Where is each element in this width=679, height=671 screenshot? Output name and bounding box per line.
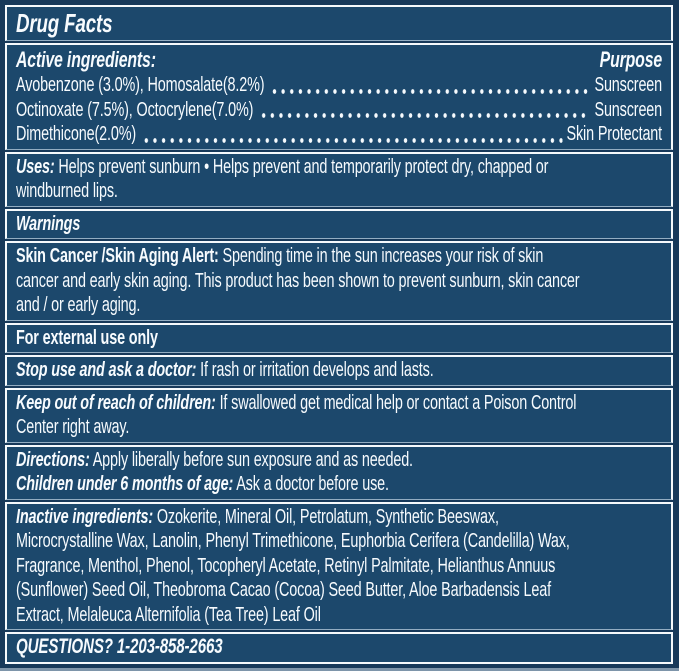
warnings-heading: Warnings bbox=[16, 212, 81, 235]
skin-cancer-alert-section: Skin Cancer /Skin Aging Alert: Spending … bbox=[5, 241, 673, 321]
stop-use-paragraph: Stop use and ask a doctor: If rash or ir… bbox=[16, 358, 662, 383]
active-ingredients-heading: Active ingredients: bbox=[16, 47, 156, 72]
skin-cancer-alert-paragraph: Skin Cancer /Skin Aging Alert: Spending … bbox=[16, 244, 662, 318]
external-use-section: For external use only bbox=[5, 322, 673, 353]
ingredient-row: Dimethicone(2.0%) Skin Protectant bbox=[16, 122, 662, 147]
ingredient-purpose: Skin Protectant bbox=[566, 123, 663, 145]
ingredient-purpose: Sunscreen bbox=[594, 74, 663, 96]
ingredient-name: Dimethicone(2.0%) bbox=[16, 123, 137, 145]
children-label: Children under 6 months of age: bbox=[16, 473, 234, 495]
dot-leader bbox=[268, 82, 591, 95]
inactive-ingredients-label: Inactive ingredients: bbox=[16, 505, 154, 528]
active-ingredients-section: Active ingredients: Purpose Avobenzone (… bbox=[5, 43, 673, 150]
ingredient-row: Octinoxate (7.5%), Octocrylene(7.0%) Sun… bbox=[16, 98, 662, 123]
stop-use-section: Stop use and ask a doctor: If rash or ir… bbox=[5, 355, 673, 386]
questions-text: QUESTIONS? 1-203-858-2663 bbox=[16, 635, 223, 658]
skin-cancer-alert-text: Spending time in the sun increases your … bbox=[16, 245, 580, 316]
dot-leader bbox=[257, 107, 591, 119]
drug-facts-title: Drug Facts bbox=[16, 8, 113, 38]
active-ingredients-header: Active ingredients: Purpose bbox=[16, 46, 662, 73]
ingredient-row: Avobenzone (3.0%), Homosalate(8.2%) Suns… bbox=[16, 73, 662, 98]
uses-label: Uses: bbox=[16, 155, 55, 178]
children-text: Ask a doctor before use. bbox=[233, 473, 389, 495]
keep-out-section: Keep out of reach of children: If swallo… bbox=[5, 387, 673, 443]
dot-leader bbox=[140, 131, 563, 144]
keep-out-paragraph: Keep out of reach of children: If swallo… bbox=[16, 391, 662, 440]
children-paragraph: Children under 6 months of age: Ask a do… bbox=[16, 472, 662, 497]
ingredient-name: Avobenzone (3.0%), Homosalate(8.2%) bbox=[16, 74, 265, 96]
ingredient-name: Octinoxate (7.5%), Octocrylene(7.0%) bbox=[16, 98, 254, 121]
purpose-heading: Purpose bbox=[599, 47, 663, 72]
uses-section: Uses: Helps prevent sunburn • Helps prev… bbox=[5, 151, 673, 207]
questions-section: QUESTIONS? 1-203-858-2663 bbox=[5, 632, 673, 664]
ingredient-purpose: Sunscreen bbox=[594, 98, 663, 121]
warnings-section: Warnings bbox=[5, 208, 673, 239]
stop-use-label: Stop use and ask a doctor: bbox=[16, 359, 197, 381]
title-section: Drug Facts bbox=[5, 5, 673, 41]
inactive-ingredients-text: Ozokerite, Mineral Oil, Petrolatum, Synt… bbox=[16, 505, 570, 626]
directions-section: Directions: Apply liberally before sun e… bbox=[5, 444, 673, 500]
stop-use-text: If rash or irritation develops and lasts… bbox=[196, 359, 434, 381]
directions-paragraph: Directions: Apply liberally before sun e… bbox=[16, 448, 662, 473]
directions-label: Directions: bbox=[16, 448, 90, 471]
uses-text: Helps prevent sunburn • Helps prevent an… bbox=[16, 155, 549, 203]
keep-out-text: If swallowed get medical help or contact… bbox=[16, 391, 577, 439]
uses-paragraph: Uses: Helps prevent sunburn • Helps prev… bbox=[16, 155, 662, 204]
inactive-ingredients-section: Inactive ingredients: Ozokerite, Mineral… bbox=[5, 501, 673, 630]
keep-out-label: Keep out of reach of children: bbox=[16, 391, 216, 414]
skin-cancer-alert-label: Skin Cancer /Skin Aging Alert: bbox=[16, 245, 219, 267]
external-use-text: For external use only bbox=[16, 326, 158, 349]
directions-text: Apply liberally before sun exposure and … bbox=[89, 448, 413, 471]
inactive-ingredients-paragraph: Inactive ingredients: Ozokerite, Mineral… bbox=[16, 505, 662, 628]
